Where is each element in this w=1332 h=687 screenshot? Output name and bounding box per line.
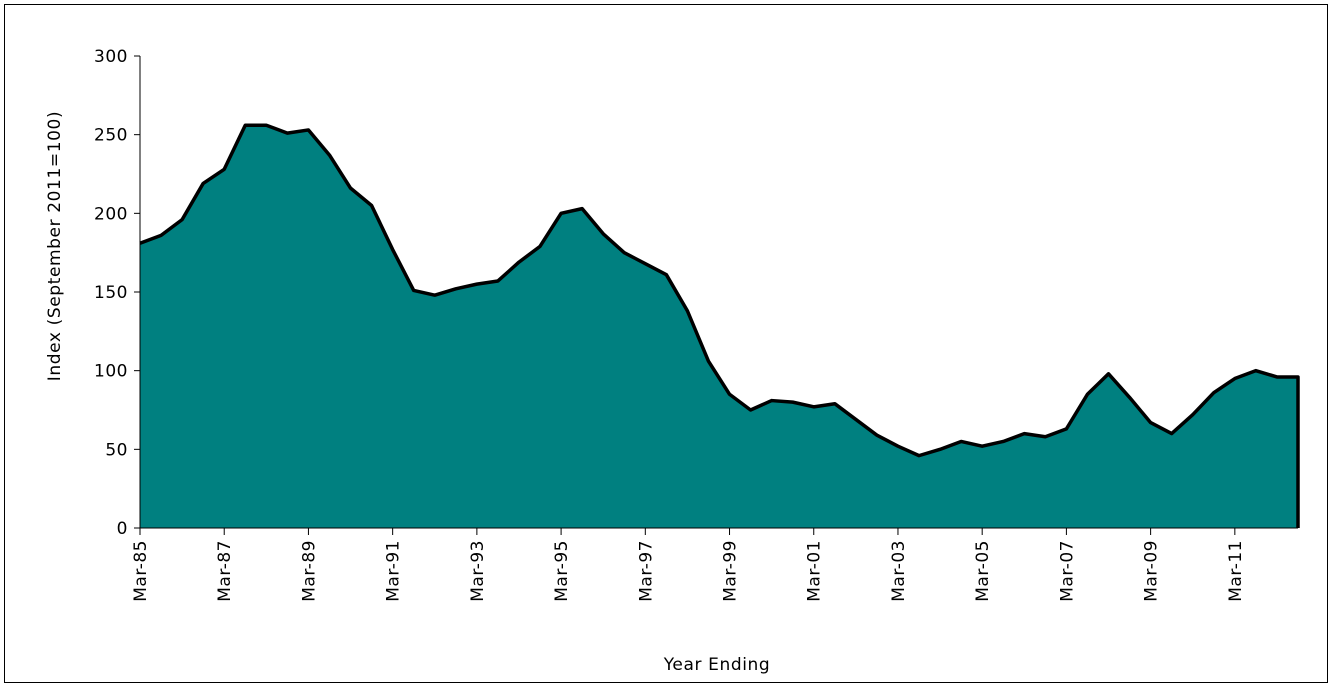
x-tick-label: Mar-89 xyxy=(299,540,319,602)
y-axis-ticks: 0 50 100 150 200 250 300 xyxy=(94,47,140,539)
x-tick-label: Mar-97 xyxy=(636,540,656,602)
y-tick-label: 0 xyxy=(117,519,128,539)
x-tick-label: Mar-95 xyxy=(552,540,572,602)
y-tick-label: 250 xyxy=(94,126,128,146)
x-tick-label: Mar-03 xyxy=(889,540,909,602)
x-tick-label: Mar-05 xyxy=(973,540,993,602)
x-tick-label: Mar-99 xyxy=(721,540,741,602)
x-tick-label: Mar-87 xyxy=(215,540,235,602)
x-tick-label: Mar-07 xyxy=(1057,540,1077,602)
y-tick-label: 200 xyxy=(94,204,128,224)
area-layer xyxy=(139,123,1300,528)
y-tick-label: 100 xyxy=(94,362,128,382)
x-tick-label: Mar-11 xyxy=(1226,540,1246,602)
y-axis-title: Index (September 2011=100) xyxy=(45,111,65,381)
y-tick-label: 50 xyxy=(105,440,128,460)
x-tick-label: Mar-91 xyxy=(384,540,404,602)
x-tick-label: Mar-93 xyxy=(468,540,488,602)
x-tick-label: Mar-09 xyxy=(1142,540,1162,602)
y-tick-label: 300 xyxy=(94,47,128,67)
area-fill xyxy=(140,125,1298,528)
x-axis-title: Year Ending xyxy=(663,655,771,675)
y-tick-label: 150 xyxy=(94,283,128,303)
x-tick-label: Mar-01 xyxy=(805,540,825,602)
x-axis-ticks: Mar-85 Mar-87 Mar-89 Mar-91 Mar-93 Mar-95 Mar-… xyxy=(131,528,1246,602)
series-line xyxy=(139,123,1300,528)
x-tick-label: Mar-85 xyxy=(131,540,151,602)
